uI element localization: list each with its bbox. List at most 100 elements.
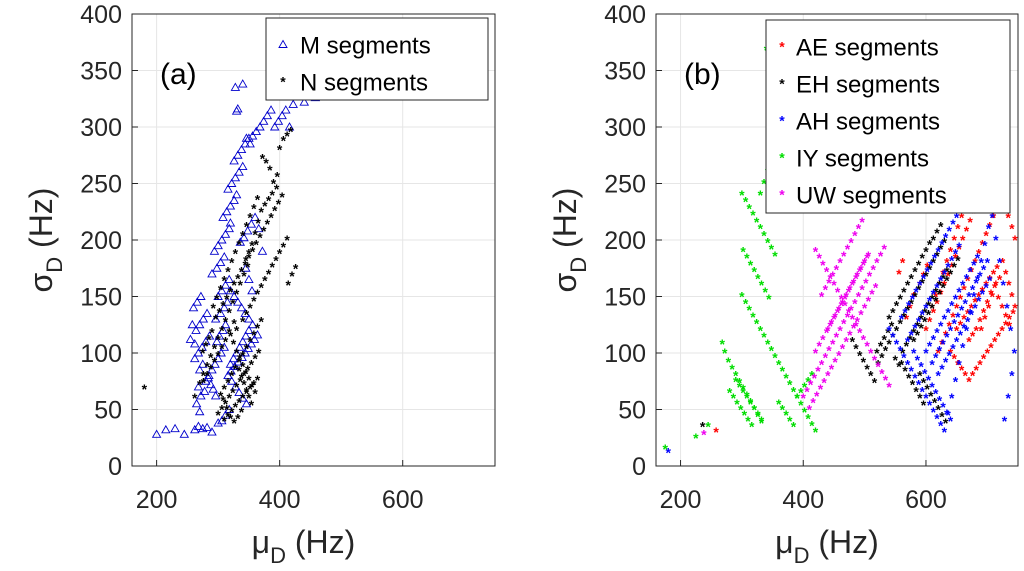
data-point: * <box>931 255 937 271</box>
data-point: * <box>662 441 668 457</box>
data-point: * <box>971 289 977 305</box>
data-point: * <box>233 246 239 262</box>
data-point <box>237 336 248 346</box>
data-point: * <box>819 289 825 305</box>
data-point: * <box>934 225 940 241</box>
panel-label: (a) <box>160 58 197 91</box>
data-point: * <box>933 386 939 402</box>
data-point: * <box>720 336 726 352</box>
data-point <box>241 133 252 142</box>
data-point: * <box>975 272 981 288</box>
data-point <box>244 325 254 334</box>
data-point: * <box>905 277 911 293</box>
data-point: * <box>951 351 957 367</box>
data-point: * <box>958 327 964 343</box>
data-point: * <box>991 209 997 225</box>
data-point: * <box>944 273 950 289</box>
data-point: * <box>944 406 950 422</box>
data-point: * <box>945 268 951 284</box>
x-tick-label: 400 <box>259 486 301 514</box>
data-point: * <box>857 264 863 280</box>
data-point <box>213 240 223 250</box>
data-point: * <box>780 363 786 379</box>
data-point: * <box>762 284 768 300</box>
data-point: * <box>945 259 951 275</box>
data-point <box>204 370 214 380</box>
legend-marker: * <box>779 76 785 92</box>
data-point: * <box>939 237 945 253</box>
data-point: * <box>743 194 749 210</box>
data-point: * <box>270 187 276 203</box>
data-point <box>225 201 236 210</box>
data-point: * <box>858 261 864 277</box>
data-point: * <box>899 356 905 372</box>
data-point: * <box>749 418 755 434</box>
data-point: * <box>901 350 907 366</box>
data-point: * <box>955 252 961 268</box>
data-point: * <box>231 336 237 352</box>
legend-marker: * <box>779 39 785 55</box>
data-point: * <box>262 198 268 214</box>
data-point: * <box>742 407 748 423</box>
data-point: * <box>239 264 245 280</box>
data-point: * <box>850 311 856 327</box>
data-point: * <box>761 176 767 192</box>
data-point: * <box>816 338 822 354</box>
data-point: * <box>929 356 935 372</box>
data-point: * <box>916 377 922 393</box>
data-point: * <box>1007 318 1013 334</box>
data-point <box>229 155 239 165</box>
data-point: * <box>824 325 830 341</box>
data-point <box>225 285 236 295</box>
data-point: * <box>222 413 228 429</box>
data-point: * <box>933 293 939 309</box>
data-point: * <box>1005 209 1011 225</box>
data-point: * <box>974 322 980 338</box>
data-point: * <box>906 370 912 386</box>
data-point: * <box>1004 300 1010 316</box>
data-point: * <box>945 407 951 423</box>
data-point: * <box>924 264 930 280</box>
data-point: * <box>997 272 1003 288</box>
data-point: * <box>846 304 852 320</box>
data-point: * <box>852 227 858 243</box>
data-point: * <box>192 390 198 406</box>
data-point: * <box>951 232 957 248</box>
data-point: * <box>913 383 919 399</box>
data-point: * <box>976 289 982 305</box>
data-point: * <box>754 214 760 230</box>
data-point: * <box>883 372 889 388</box>
data-point: * <box>937 343 943 359</box>
data-point: * <box>751 402 757 418</box>
data-point: * <box>936 243 942 259</box>
data-point: * <box>912 320 918 336</box>
data-point <box>201 336 211 346</box>
data-point: * <box>902 304 908 320</box>
data-point <box>203 372 214 382</box>
data-point: * <box>983 227 989 243</box>
data-point: * <box>247 209 253 225</box>
y-tick-label: 150 <box>80 284 122 312</box>
data-point: * <box>938 273 944 289</box>
data-point <box>240 139 250 148</box>
data-point: * <box>277 142 283 158</box>
data-point: * <box>861 331 867 347</box>
data-point: * <box>274 169 280 185</box>
data-point: * <box>944 255 950 271</box>
data-point: * <box>831 277 837 293</box>
data-point: * <box>859 282 865 298</box>
legend-marker <box>278 39 288 48</box>
data-point <box>223 370 233 380</box>
data-point <box>191 325 201 334</box>
data-point <box>229 361 240 371</box>
data-point: * <box>246 372 252 388</box>
legend-box <box>265 17 489 101</box>
data-point: * <box>810 395 816 411</box>
data-point: * <box>281 239 287 255</box>
data-point: * <box>894 298 900 314</box>
y-tick-label: 400 <box>604 1 646 29</box>
data-point: * <box>236 363 242 379</box>
data-point: * <box>726 354 732 370</box>
data-point: * <box>769 343 775 359</box>
data-point <box>208 384 218 393</box>
